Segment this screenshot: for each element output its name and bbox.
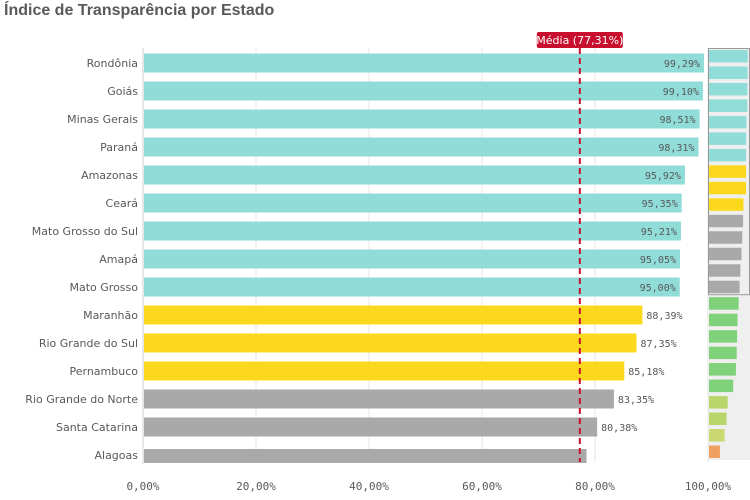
- chart-title: Índice de Transparência por Estado: [4, 2, 275, 19]
- bar[interactable]: [144, 417, 598, 437]
- bar[interactable]: [144, 249, 681, 269]
- minimap-bar: [709, 280, 740, 294]
- minimap-bar: [709, 181, 747, 195]
- x-tick-label: 60,00%: [462, 480, 502, 493]
- minimap-bar: [709, 264, 741, 277]
- minimap-bar: [709, 429, 725, 442]
- x-tick-label: 100,00%: [685, 480, 732, 493]
- bar[interactable]: [144, 221, 681, 241]
- category-label: Santa Catarina: [56, 421, 138, 434]
- minimap-bar: [709, 379, 734, 393]
- value-label: 80,38%: [601, 423, 637, 434]
- value-label: 99,10%: [663, 87, 699, 98]
- value-label: 95,92%: [645, 171, 681, 182]
- minimap-bar: [709, 330, 738, 343]
- minimap-bar: [709, 115, 747, 129]
- average-label: Média (77,31%): [536, 34, 623, 47]
- minimap-bar: [709, 313, 738, 327]
- bar[interactable]: [144, 333, 637, 353]
- category-label: Paraná: [100, 141, 138, 154]
- x-tick-label: 20,00%: [236, 480, 276, 493]
- minimap-bar: [709, 66, 748, 79]
- minimap-bar: [709, 445, 720, 458]
- minimap-bar: [709, 247, 742, 261]
- category-label: Mato Grosso do Sul: [32, 225, 138, 238]
- x-tick-label: 40,00%: [349, 480, 389, 493]
- category-label: Alagoas: [94, 449, 138, 462]
- minimap-bar: [709, 396, 728, 409]
- bar[interactable]: [144, 361, 625, 381]
- category-label: Ceará: [106, 197, 138, 210]
- minimap-bar: [709, 132, 747, 145]
- average-label-box: [536, 32, 623, 48]
- bar[interactable]: [144, 165, 685, 185]
- value-label: 83,35%: [618, 395, 654, 406]
- category-label: Minas Gerais: [67, 113, 138, 126]
- minimap-bar: [709, 297, 739, 310]
- category-label: Mato Grosso: [70, 281, 139, 294]
- bar[interactable]: [144, 53, 704, 73]
- value-label: 98,51%: [659, 115, 695, 126]
- category-label: Amapá: [99, 253, 138, 266]
- minimap-bar: [709, 198, 744, 211]
- bar[interactable]: [144, 277, 680, 297]
- category-label: Pernambuco: [70, 365, 139, 378]
- minimap-bar: [709, 50, 748, 63]
- minimap-bar: [709, 231, 743, 244]
- category-label: Rondônia: [87, 57, 138, 70]
- bar[interactable]: [144, 305, 643, 325]
- bar[interactable]: [144, 449, 587, 463]
- x-tick-label: 80,00%: [575, 480, 615, 493]
- minimap-bar: [709, 99, 748, 112]
- bar[interactable]: [144, 137, 699, 157]
- value-label: 95,21%: [641, 227, 677, 238]
- minimap-bar: [709, 363, 736, 376]
- value-label: 95,35%: [642, 199, 678, 210]
- bar[interactable]: [144, 81, 703, 101]
- bar[interactable]: [144, 193, 682, 213]
- value-label: 87,35%: [641, 339, 677, 350]
- bar[interactable]: [144, 389, 614, 409]
- minimap-bar: [709, 412, 727, 426]
- category-label: Amazonas: [81, 169, 138, 182]
- bar[interactable]: [144, 109, 700, 129]
- category-label: Rio Grande do Sul: [39, 337, 138, 350]
- value-label: 99,29%: [664, 59, 700, 70]
- value-label: 95,00%: [640, 283, 676, 294]
- value-label: 85,18%: [628, 367, 664, 378]
- value-label: 98,31%: [658, 143, 694, 154]
- value-label: 95,05%: [640, 255, 676, 266]
- category-label: Goiás: [107, 85, 138, 98]
- minimap-bar: [709, 165, 747, 178]
- x-tick-label: 0,00%: [126, 480, 159, 493]
- minimap-bar: [709, 148, 747, 162]
- minimap-bar: [709, 214, 744, 228]
- category-label: Rio Grande do Norte: [25, 393, 138, 406]
- category-label: Maranhão: [83, 309, 138, 322]
- minimap-bar: [709, 82, 748, 96]
- minimap-bar: [709, 346, 737, 360]
- value-label: 88,39%: [646, 311, 682, 322]
